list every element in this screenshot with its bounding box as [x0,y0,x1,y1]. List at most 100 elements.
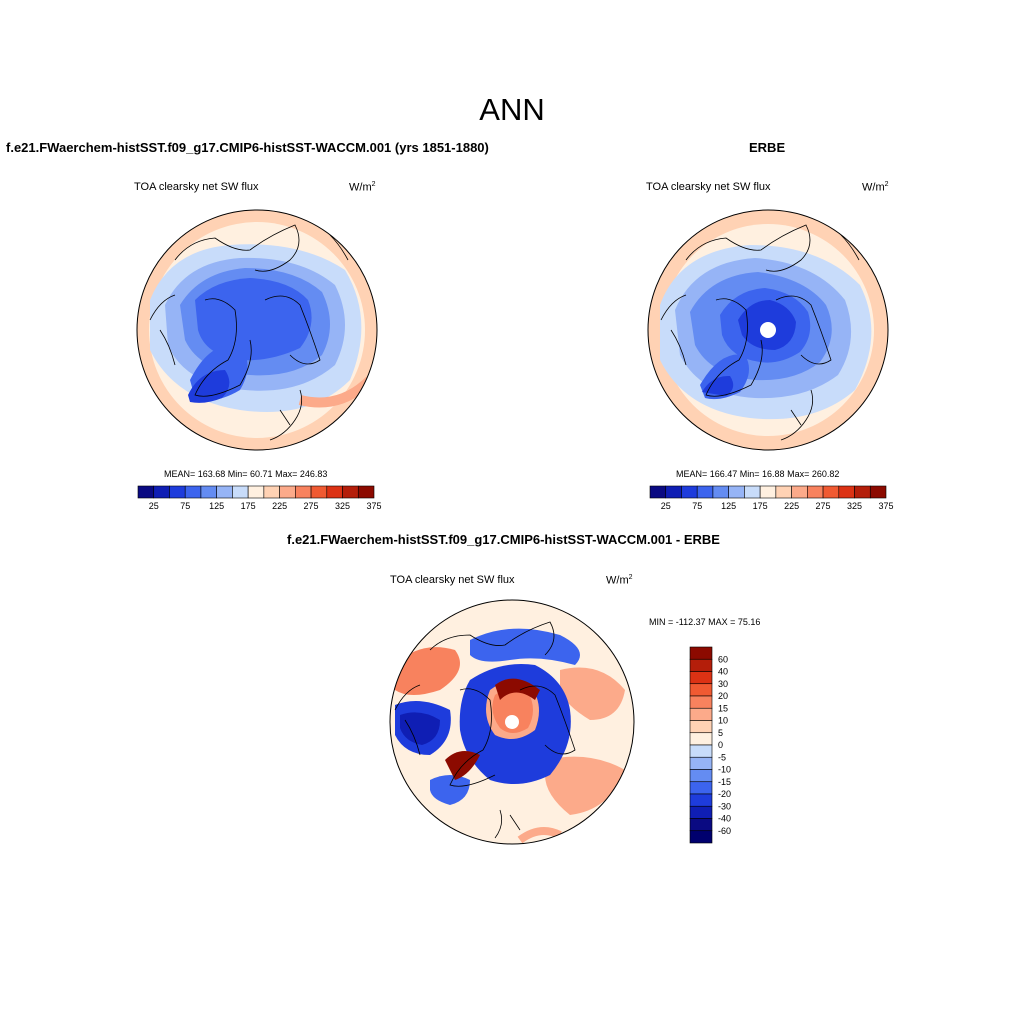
model-map-border [136,209,378,451]
diff-colorbar-swatch [689,769,713,783]
model-polar-map [137,210,377,450]
diff-colorbar-swatch [689,658,713,672]
diff-coastlines [394,621,576,839]
model-colorbar-swatch [295,485,312,499]
model-variable-label: TOA clearsky net SW flux [134,181,259,193]
obs-colorbar-swatch [665,485,682,499]
obs-colorbar-swatch [807,485,824,499]
model-colorbar-tick-label: 25 [149,501,159,511]
model-colorbar-swatch [232,485,249,499]
diff-colorbar-tick-label: 20 [718,691,728,701]
obs-units-label: W/m2 [862,181,889,194]
diff-colorbar-swatch [689,756,713,770]
model-colorbar: 25 75 125 175 225 275 325 375 [137,485,382,511]
diff-colorbar-swatch [689,671,713,685]
obs-colorbar-swatch [728,485,745,499]
diff-colorbar-swatch [689,781,713,795]
model-colorbar-swatch [137,485,155,499]
obs-stats: MEAN= 166.47 Min= 16.88 Max= 260.82 [676,469,840,479]
diff-colorbar-swatch [689,646,713,660]
diff-colorbar-swatch [689,830,713,844]
obs-colorbar-tick-label: 325 [847,501,862,511]
obs-colorbar-swatch [869,485,887,499]
model-colorbar-swatch [200,485,217,499]
obs-colorbar-swatch [744,485,761,499]
diff-colorbar-swatch [689,707,713,721]
diff-colorbar-swatch [689,805,713,819]
diff-map-border [389,599,635,845]
obs-coastlines [660,224,860,441]
obs-variable-label: TOA clearsky net SW flux [646,181,771,193]
obs-colorbar-swatch [791,485,808,499]
diff-stats: MIN = -112.37 MAX = 75.16 [649,617,761,627]
diff-colorbar-swatch [689,793,713,807]
obs-colorbar-swatch [822,485,840,499]
diff-colorbar-tick-label: -40 [718,814,731,824]
obs-colorbar-swatch [712,485,729,499]
diff-colorbar-tick-label: 10 [718,716,728,726]
model-units-label: W/m2 [349,181,376,194]
obs-colorbar-swatch [775,485,792,499]
obs-colorbar-swatch [854,485,871,499]
obs-colorbar-tick-label: 175 [753,501,768,511]
model-colorbar-swatch [184,485,202,499]
model-colorbar-tick-label: 325 [335,501,350,511]
diff-colorbar-tick-label: -20 [718,789,731,799]
diff-colorbar: 60 40 30 20 15 10 5 0 -5 -10 -15 -20 -30 -40 -60 [689,646,731,844]
diff-colorbar-tick-label: -15 [718,777,731,787]
model-colorbar-tick-label: 125 [209,501,224,511]
diff-colorbar-tick-label: 15 [718,703,728,713]
figure-title: ANN [479,92,545,127]
model-colorbar-tick-label: 75 [180,501,190,511]
obs-colorbar-tick-label: 375 [878,501,893,511]
diff-units-label: W/m2 [606,574,633,587]
model-colorbar-tick-label: 375 [366,501,381,511]
model-colorbar-tick-label: 175 [241,501,256,511]
diff-panel-heading: f.e21.FWaerchem-histSST.f09_g17.CMIP6-hi… [287,532,720,547]
diff-colorbar-swatch [689,732,713,746]
obs-colorbar-tick-label: 25 [661,501,671,511]
model-stats: MEAN= 163.68 Min= 60.71 Max= 246.83 [164,469,328,479]
model-colorbar-swatch [326,485,343,499]
diff-colorbar-swatch [689,695,713,709]
obs-colorbar-swatch [649,485,667,499]
obs-colorbar: 25 75 125 175 225 275 325 375 [649,485,894,511]
diff-colorbar-tick-label: -10 [718,765,731,775]
model-colorbar-swatch [153,485,170,499]
obs-polar-map [648,210,888,450]
model-colorbar-swatch [216,485,233,499]
diff-colorbar-tick-label: -5 [718,752,726,762]
obs-colorbar-swatch [681,485,698,499]
model-colorbar-swatch [342,485,359,499]
model-colorbar-swatch [263,485,280,499]
diff-colorbar-tick-label: -60 [718,826,731,836]
diff-variable-label: TOA clearsky net SW flux [390,574,515,586]
diff-colorbar-swatch [689,744,713,758]
diff-colorbar-swatch [689,818,713,832]
model-colorbar-tick-label: 275 [304,501,319,511]
diff-colorbar-swatch [689,720,713,734]
diff-colorbar-tick-label: 40 [718,667,728,677]
diff-colorbar-tick-label: 30 [718,679,728,689]
diff-colorbar-swatch [689,683,713,697]
model-colorbar-swatch [357,485,375,499]
obs-colorbar-tick-label: 125 [721,501,736,511]
diff-colorbar-tick-label: -30 [718,801,731,811]
obs-colorbar-swatch [696,485,714,499]
obs-colorbar-tick-label: 75 [692,501,702,511]
diff-colorbar-tick-label: 0 [718,740,723,750]
model-panel-heading: f.e21.FWaerchem-histSST.f09_g17.CMIP6-hi… [6,140,489,155]
diff-polar-map [390,600,634,844]
obs-panel-heading: ERBE [749,140,786,155]
model-colorbar-swatch [279,485,296,499]
model-colorbar-swatch [169,485,186,499]
obs-colorbar-tick-label: 275 [816,501,831,511]
obs-colorbar-swatch [759,485,777,499]
model-colorbar-swatch [247,485,265,499]
diff-colorbar-tick-label: 5 [718,728,723,738]
diff-colorbar-tick-label: 60 [718,654,728,664]
model-colorbar-swatch [310,485,328,499]
obs-colorbar-swatch [838,485,855,499]
obs-colorbar-tick-label: 225 [784,501,799,511]
